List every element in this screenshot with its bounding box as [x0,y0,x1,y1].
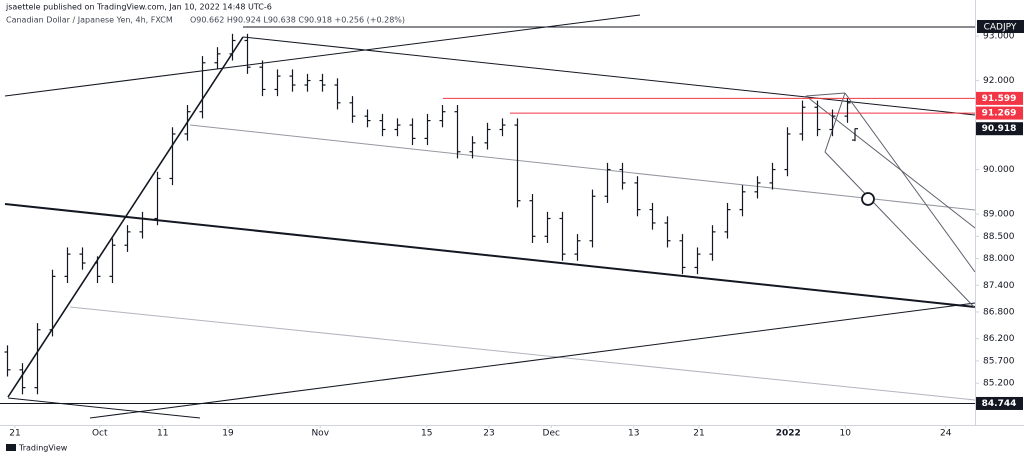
y-tick-label: 87.400 [983,281,1015,291]
drawings [4,14,976,419]
published: jsaettele published on TradingView.com, … [5,3,272,12]
y-tick-label: 89.000 [983,210,1015,220]
x-tick-label: 23 [483,429,494,439]
legend-values: O90.662 H90.924 L90.638 C90.918 +0.256 (… [190,16,405,25]
x-tick-label: 15 [421,429,432,439]
y-tick-label: 88.500 [983,232,1015,242]
x-tick-label: Oct [92,429,108,439]
price-label: 84.744 [982,399,1017,409]
price-badge [976,106,1023,120]
price-badge [976,122,1023,136]
chart-title: Canadian Dollar / Japanese Yen, 4h, FXCM [6,16,173,25]
x-tick-label: 19 [222,429,234,439]
price-label: 91.269 [982,109,1017,119]
x-tick-label: 10 [840,429,852,439]
price-badge [976,396,1023,410]
y-tick-label: 86.200 [983,334,1015,344]
x-tick-label: Nov [311,429,329,439]
y-tick-label: 85.700 [983,356,1015,366]
y-tick-label: 93.000 [983,32,1015,42]
y-tick-label: 85.200 [983,379,1015,389]
x-tick-label: 21 [9,429,20,439]
price-label: 90.918 [982,124,1017,134]
x-tick-label: 13 [628,429,639,439]
footer-logo [6,444,16,451]
y-tick-label: 88.000 [983,254,1015,264]
price-label: 91.599 [982,94,1017,104]
y-tick-label: 90.000 [983,165,1015,175]
x-tick-label: 21 [693,429,704,439]
x-tick-label: 24 [940,429,952,439]
symbol: CADJPY [984,23,1017,33]
y-tick-label: 92.000 [983,76,1015,86]
footer: TradingView [18,444,68,453]
x-tick-label: 2022 [776,429,801,439]
price-badge [976,91,1023,105]
x-tick-label: Dec [543,429,560,439]
symbol-badge [977,20,1024,33]
x-tick-label: 11 [157,429,168,439]
y-tick-label: 86.800 [983,307,1015,317]
